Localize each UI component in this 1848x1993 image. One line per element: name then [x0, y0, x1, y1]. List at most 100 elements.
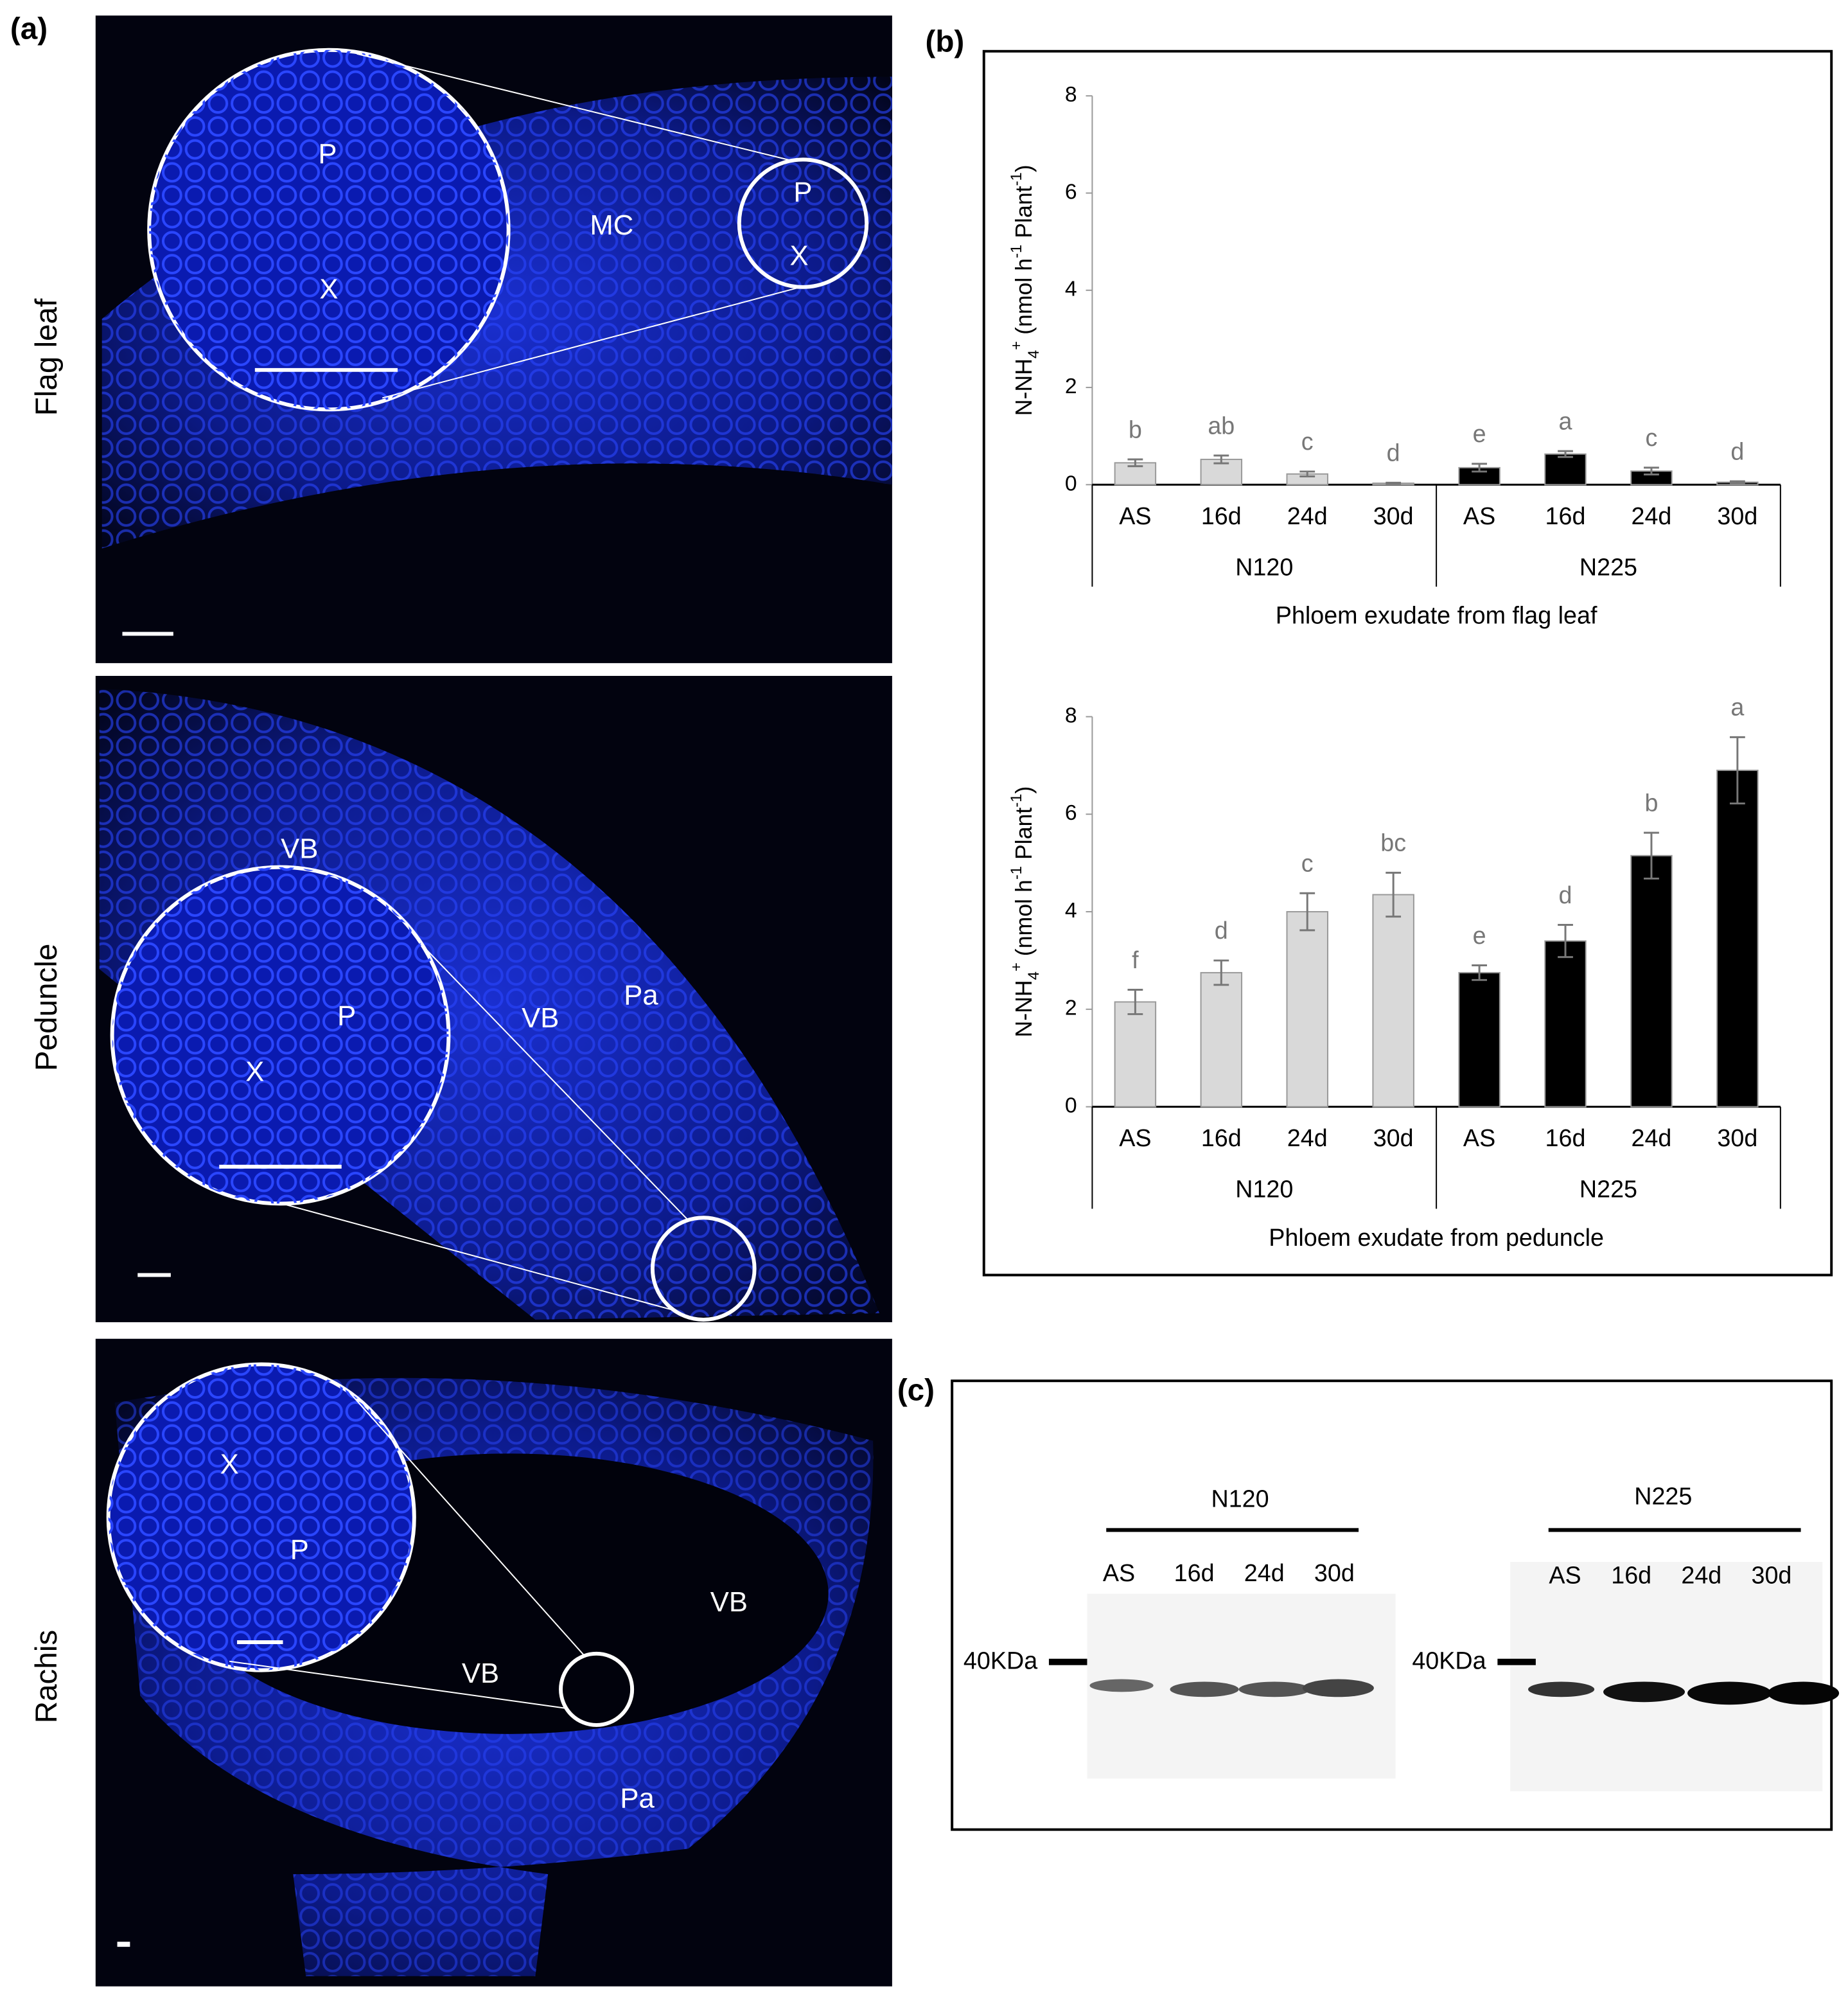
group-label: N120	[1235, 1176, 1293, 1203]
significance-letter: a	[1559, 407, 1572, 434]
band	[1767, 1681, 1840, 1705]
tissue-label: P	[318, 138, 337, 170]
lane-label: 24d	[1681, 1562, 1721, 1589]
significance-letter: ab	[1208, 412, 1235, 439]
group-label: N120	[1211, 1485, 1269, 1512]
error-bar	[1127, 988, 1143, 1015]
significance-letter: e	[1473, 420, 1486, 447]
panel-label: (b)	[925, 24, 964, 58]
x-tick-label: 24d	[1632, 502, 1672, 529]
zoom-circle	[108, 1364, 414, 1670]
lane-label: 24d	[1244, 1559, 1285, 1586]
x-tick-label: AS	[1463, 502, 1495, 529]
y-label-part: 4	[1025, 971, 1043, 980]
tissue-label: VB	[522, 1002, 559, 1034]
tissue-label: Pa	[624, 980, 658, 1011]
panel-a: (a) Flag leaf Peduncle Rachis P X MC P X…	[10, 12, 892, 1987]
bar	[1372, 894, 1414, 1108]
tissue-label: X	[319, 273, 338, 305]
y-label-part: )	[1012, 786, 1037, 794]
error-bar	[1558, 450, 1573, 458]
blot	[1510, 1561, 1823, 1792]
bar	[1630, 855, 1673, 1108]
significance-letter: c	[1301, 850, 1314, 877]
marker-label: 40KDa	[1412, 1647, 1486, 1674]
y-axis-label: N-NH4+ (nmol h-1 Plant-1)	[1008, 786, 1043, 1038]
y-tick-label: 0	[1065, 471, 1077, 495]
y-tick-label: 6	[1065, 179, 1077, 204]
bar	[1286, 911, 1328, 1108]
zoom-circle	[112, 867, 449, 1204]
lane-label: 30d	[1752, 1562, 1792, 1589]
y-tick-label: 6	[1065, 801, 1077, 825]
tissue-label: P	[290, 1534, 309, 1566]
tissue-label: Pa	[620, 1783, 655, 1814]
marker-bar	[1048, 1658, 1087, 1665]
x-tick-label: 30d	[1373, 502, 1414, 529]
band	[1089, 1679, 1154, 1692]
y-label-part: -1	[1008, 245, 1025, 258]
x-tick-label: 30d	[1717, 1124, 1757, 1151]
significance-letter: d	[1730, 438, 1744, 465]
lane-label: 16d	[1174, 1559, 1215, 1586]
significance-letter: d	[1387, 439, 1400, 466]
error-bar	[1729, 480, 1745, 484]
y-label-part: 4	[1025, 350, 1043, 359]
y-axis-label: N-NH4+ (nmol h-1 Plant-1)	[1008, 164, 1043, 416]
tissue-label: P	[337, 1000, 356, 1031]
group-label: N120	[1235, 553, 1293, 580]
y-tick-label: 8	[1065, 82, 1077, 107]
band	[1687, 1681, 1772, 1705]
bar	[1544, 940, 1587, 1108]
significance-letter: b	[1129, 416, 1142, 443]
tissue-label: X	[220, 1449, 239, 1480]
x-tick-label: AS	[1119, 502, 1151, 529]
x-tick-label: 24d	[1287, 1124, 1328, 1151]
bar	[1458, 971, 1500, 1108]
significance-letter: d	[1215, 917, 1228, 944]
bar	[1544, 453, 1587, 486]
bar	[1200, 971, 1243, 1108]
tissue-label: X	[789, 240, 808, 272]
group-label: N225	[1580, 553, 1637, 580]
lane-label: AS	[1103, 1559, 1135, 1586]
x-axis-title: Phloem exudate from peduncle	[1269, 1224, 1604, 1251]
x-tick-label: 24d	[1287, 502, 1328, 529]
band	[1527, 1681, 1595, 1697]
y-tick-label: 0	[1065, 1094, 1077, 1118]
band	[1603, 1681, 1685, 1703]
x-tick-label: 30d	[1717, 502, 1757, 529]
y-label-part: -1	[1008, 172, 1025, 186]
bar	[1114, 1001, 1157, 1108]
y-tick-label: 8	[1065, 703, 1077, 727]
marker-bar	[1497, 1658, 1536, 1665]
y-tick-label: 2	[1065, 996, 1077, 1020]
tissue-label: VB	[462, 1658, 499, 1689]
significance-letter: d	[1559, 881, 1572, 908]
band	[1170, 1681, 1239, 1697]
panel-c: (c) N120 AS 16d 24d 30d N225 AS 16d 24d …	[897, 1374, 1840, 1831]
significance-letter: b	[1644, 789, 1658, 816]
error-bar	[1644, 831, 1659, 880]
tissue-label: P	[793, 177, 812, 208]
panel-b: (b)	[925, 24, 1833, 1277]
y-label-part: (nmol h	[1012, 880, 1037, 962]
y-label-part: N-NH	[1012, 359, 1037, 416]
significance-letter: bc	[1380, 829, 1406, 856]
y-tick-label: 4	[1065, 898, 1077, 923]
x-axis-title: Phloem exudate from flag leaf	[1276, 602, 1597, 629]
tissue-label: MC	[590, 209, 633, 241]
panel-frame	[982, 49, 1833, 1277]
significance-letter: e	[1473, 922, 1486, 949]
zoom-line	[229, 1660, 568, 1710]
zoom-line	[382, 285, 806, 399]
significance-letter: c	[1646, 424, 1658, 451]
zoom-line	[420, 943, 689, 1221]
error-bar	[1644, 466, 1659, 475]
y-label-part: -1	[1008, 866, 1025, 880]
zoom-circle	[149, 49, 509, 410]
significance-letter: f	[1132, 946, 1139, 973]
band	[1238, 1681, 1310, 1697]
y-label-part: Plant	[1012, 808, 1037, 866]
